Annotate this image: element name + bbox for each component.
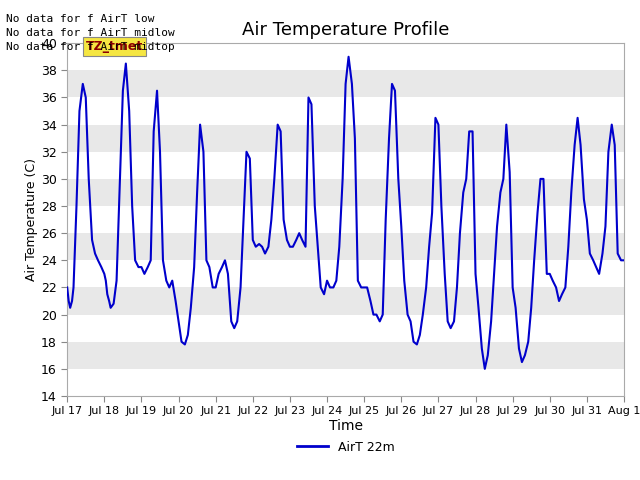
- Bar: [67, 369, 624, 396]
- Bar: [67, 342, 624, 369]
- Legend: AirT 22m: AirT 22m: [292, 435, 399, 458]
- Title: Air Temperature Profile: Air Temperature Profile: [242, 21, 449, 39]
- Y-axis label: Air Temperature (C): Air Temperature (C): [25, 158, 38, 281]
- Bar: [67, 314, 624, 342]
- Bar: [67, 97, 624, 125]
- Bar: [67, 152, 624, 179]
- Bar: [67, 43, 624, 71]
- Bar: [67, 179, 624, 206]
- X-axis label: Time: Time: [328, 419, 363, 433]
- Text: No data for f AirT midlow: No data for f AirT midlow: [6, 28, 175, 38]
- Text: No data for f AirT low: No data for f AirT low: [6, 13, 155, 24]
- Bar: [67, 71, 624, 97]
- Bar: [67, 288, 624, 314]
- Bar: [67, 206, 624, 233]
- Bar: [67, 125, 624, 152]
- Bar: [67, 233, 624, 260]
- Text: TZ_tmet: TZ_tmet: [86, 40, 143, 53]
- Bar: [67, 260, 624, 288]
- Text: No data for f AirT midtop: No data for f AirT midtop: [6, 42, 175, 52]
